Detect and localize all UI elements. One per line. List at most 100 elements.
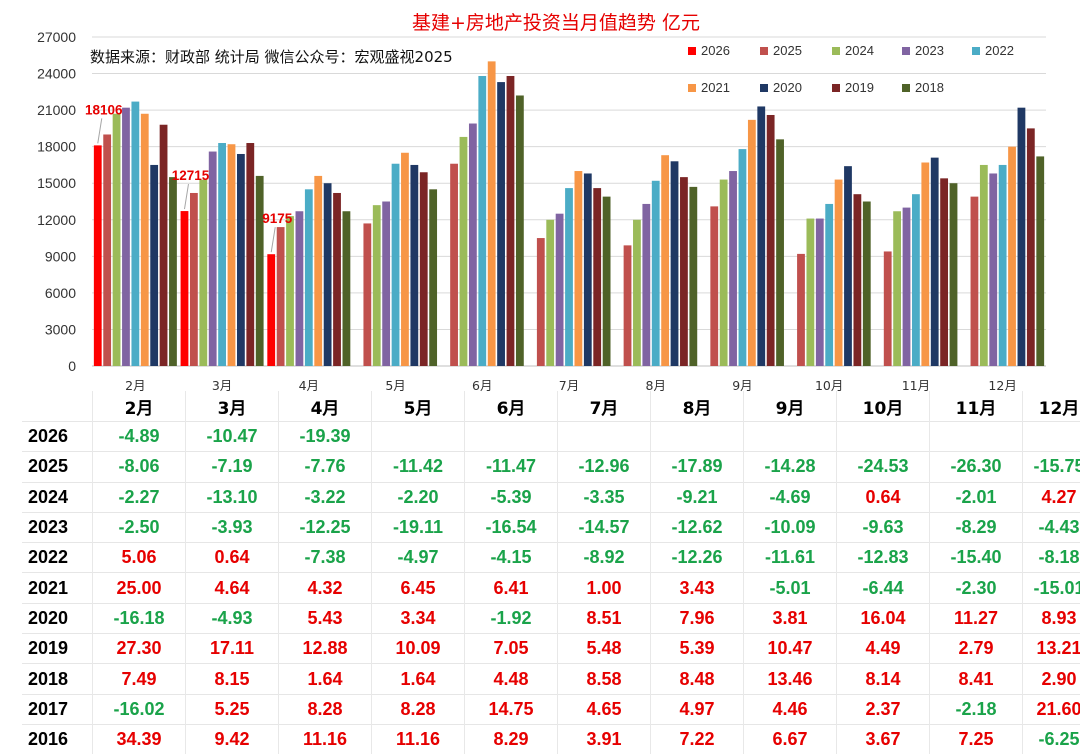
legend-swatch-2020: [760, 84, 768, 92]
bar-2023-4: [469, 124, 477, 366]
bar-2023-9: [903, 208, 911, 366]
bar-2019-5: [593, 188, 601, 366]
table-cell: 5.25: [186, 694, 279, 724]
x-tick-label: 12月: [988, 378, 1016, 392]
x-tick-label: 8月: [646, 378, 666, 392]
table-cell: 4.32: [279, 573, 372, 603]
table-cell: 8.48: [651, 664, 744, 694]
bar-2018-8: [863, 202, 871, 367]
table-column-header: 7月: [558, 391, 651, 422]
y-tick-label: 24000: [37, 66, 76, 82]
table-cell: 7.22: [651, 724, 744, 754]
bar-2024-5: [546, 220, 554, 366]
legend-swatch-2022: [972, 47, 980, 55]
table-cell: -1.92: [465, 603, 558, 633]
bar-2025-7: [710, 206, 718, 366]
bar-2021-6: [661, 155, 669, 366]
table-column-header: 6月: [465, 391, 558, 422]
table-cell: [651, 422, 744, 452]
table-cell: [744, 422, 837, 452]
bar-2024-1: [199, 180, 207, 366]
bar-2019-1: [246, 143, 254, 366]
table-cell: 14.75: [465, 694, 558, 724]
bar-2025-2: [277, 227, 285, 366]
table-cell: 8.51: [558, 603, 651, 633]
x-tick-label: 9月: [732, 378, 752, 392]
bar-2021-2: [314, 176, 322, 366]
data-label: 18106: [85, 102, 123, 117]
bar-2020-9: [931, 158, 939, 366]
table-cell: -7.76: [279, 452, 372, 482]
table-cell: 11.16: [279, 724, 372, 754]
table-cell: -5.39: [465, 482, 558, 512]
bar-2020-5: [584, 173, 592, 366]
x-tick-label: 4月: [299, 378, 319, 392]
table-cell: -4.93: [186, 603, 279, 633]
table-cell: -7.38: [279, 543, 372, 573]
table-cell: [465, 422, 558, 452]
table-cell: -12.25: [279, 512, 372, 542]
table-cell: -9.21: [651, 482, 744, 512]
legend-swatch-2024: [832, 47, 840, 55]
table-cell: 1.64: [279, 664, 372, 694]
legend-label-2023: 2023: [915, 43, 944, 58]
bar-2019-9: [940, 178, 948, 366]
bar-2021-0: [141, 114, 149, 366]
bar-2024-10: [980, 165, 988, 366]
table-cell: 21.60: [1023, 694, 1080, 724]
legend-label-2020: 2020: [773, 80, 802, 95]
table-cell: [558, 422, 651, 452]
table-cell: 4.49: [837, 634, 930, 664]
table-cell: -10.47: [186, 422, 279, 452]
table-cell: 8.29: [465, 724, 558, 754]
table-cell: 6.45: [372, 573, 465, 603]
table-cell: -4.69: [744, 482, 837, 512]
bar-2023-7: [729, 171, 737, 366]
table-cell: 3.34: [372, 603, 465, 633]
table-cell: [372, 422, 465, 452]
table-row-year: 2016: [22, 724, 93, 754]
bar-2019-2: [333, 193, 341, 366]
bar-2023-0: [122, 108, 130, 366]
table-cell: -16.02: [93, 694, 186, 724]
legend-swatch-2021: [688, 84, 696, 92]
bar-2026-1: [181, 211, 189, 366]
bar-2024-7: [720, 180, 728, 366]
bar-2022-9: [912, 194, 920, 366]
table-row-year: 2023: [22, 512, 93, 542]
x-tick-label: 11月: [902, 378, 930, 392]
table-cell: 7.49: [93, 664, 186, 694]
bar-2020-8: [844, 166, 852, 366]
table-column-header: 8月: [651, 391, 744, 422]
bar-2025-0: [103, 134, 111, 366]
y-tick-label: 0: [68, 358, 76, 374]
table-cell: -7.19: [186, 452, 279, 482]
y-axis-ticks: 0300060009000120001500018000210002400027…: [37, 29, 76, 374]
table-row: 2026-4.89-10.47-19.39: [22, 422, 1080, 452]
bar-2024-3: [373, 205, 381, 366]
bar-chart: 基建+房地产投资当月值趋势 亿元 数据来源：财政部 统计局 微信公众号：宏观盛视…: [0, 0, 1080, 392]
bar-2021-3: [401, 153, 409, 366]
data-label-leader: [271, 227, 275, 252]
bar-2020-0: [150, 165, 158, 366]
table-cell: -6.44: [837, 573, 930, 603]
bar-2018-3: [429, 189, 437, 366]
x-tick-label: 2月: [125, 378, 145, 392]
y-tick-label: 9000: [45, 248, 76, 264]
table-cell: 10.09: [372, 634, 465, 664]
table-cell: 8.15: [186, 664, 279, 694]
bar-2021-10: [1008, 147, 1016, 366]
table-cell: -16.54: [465, 512, 558, 542]
bar-2021-1: [228, 144, 236, 366]
table-cell: -10.09: [744, 512, 837, 542]
bar-2022-7: [739, 149, 747, 366]
x-tick-label: 5月: [385, 378, 405, 392]
bar-2025-4: [450, 164, 458, 366]
table-cell: -17.89: [651, 452, 744, 482]
bar-2018-2: [343, 211, 351, 366]
table-cell: -12.62: [651, 512, 744, 542]
bar-2020-1: [237, 154, 245, 366]
bar-2022-6: [652, 181, 660, 366]
table-cell: -9.63: [837, 512, 930, 542]
